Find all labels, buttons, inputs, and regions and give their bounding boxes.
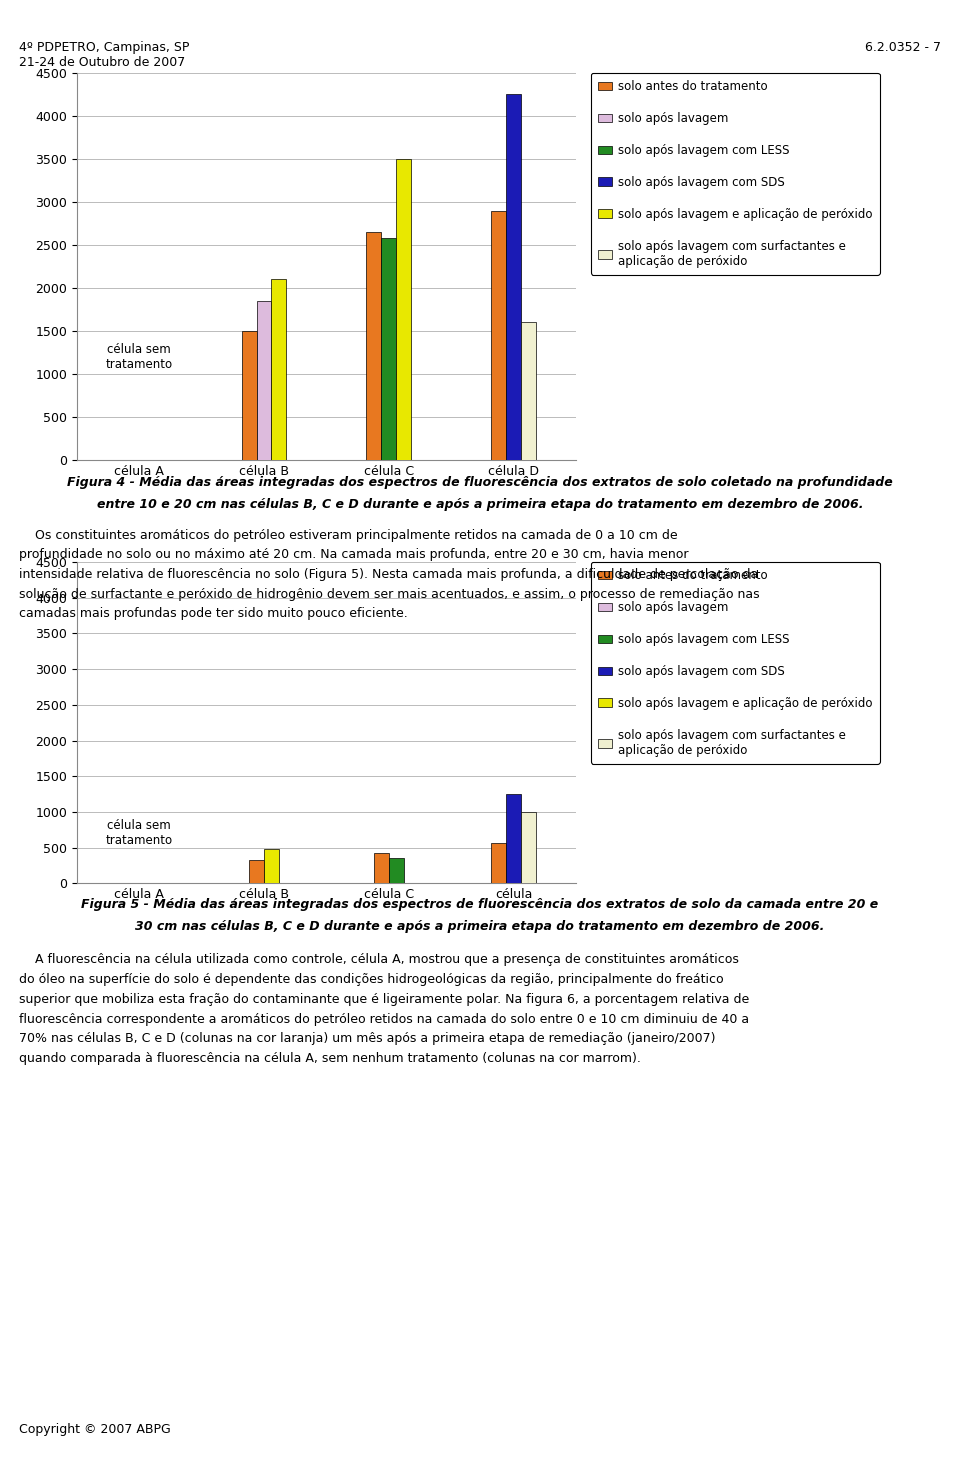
Text: Os constituintes aromáticos do petróleo estiveram principalmente retidos na cama: Os constituintes aromáticos do petróleo … (19, 529, 678, 542)
Bar (492, 210, 506, 460)
Bar (506, 794, 521, 883)
Bar (521, 812, 536, 883)
Bar (367, 232, 381, 460)
Text: intensidade relativa de fluorescência no solo (Figura 5). Nesta camada mais prof: intensidade relativa de fluorescência no… (19, 568, 758, 581)
Text: profundidade no solo ou no máximo até 20 cm. Na camada mais profunda, entre 20 e: profundidade no solo ou no máximo até 20… (19, 548, 688, 561)
Text: célula sem
tratamento: célula sem tratamento (106, 343, 173, 371)
Bar (242, 331, 256, 460)
Text: Figura 4 - Média das áreas integradas dos espectros de fluorescência dos extrato: Figura 4 - Média das áreas integradas do… (67, 476, 893, 489)
Bar (396, 159, 411, 460)
Bar (389, 858, 404, 883)
Bar (506, 95, 521, 460)
Text: 30 cm nas células B, C e D durante e após a primeira etapa do tratamento em deze: 30 cm nas células B, C e D durante e apó… (135, 920, 825, 933)
Text: célula sem
tratamento: célula sem tratamento (106, 819, 173, 847)
Text: camadas mais profundas pode ter sido muito pouco eficiente.: camadas mais profundas pode ter sido mui… (19, 607, 408, 620)
Bar (264, 850, 279, 883)
Legend: solo antes do tratamento, solo após lavagem, solo após lavagem com LESS, solo ap: solo antes do tratamento, solo após lava… (591, 562, 879, 764)
Text: 70% nas células B, C e D (colunas na cor laranja) um mês após a primeira etapa d: 70% nas células B, C e D (colunas na cor… (19, 1032, 716, 1045)
Bar (272, 279, 286, 460)
Text: entre 10 e 20 cm nas células B, C e D durante e após a primeira etapa do tratame: entre 10 e 20 cm nas células B, C e D du… (97, 498, 863, 511)
Legend: solo antes do tratamento, solo após lavagem, solo após lavagem com LESS, solo ap: solo antes do tratamento, solo após lava… (591, 73, 879, 274)
Text: quando comparada à fluorescência na célula A, sem nenhum tratamento (colunas na : quando comparada à fluorescência na célu… (19, 1051, 641, 1064)
Bar (373, 853, 389, 883)
Text: 6.2.0352 - 7: 6.2.0352 - 7 (865, 41, 941, 54)
Bar (256, 301, 272, 460)
Text: solução de surfactante e peróxido de hidrogênio devem ser mais acentuados, e ass: solução de surfactante e peróxido de hid… (19, 587, 759, 600)
Text: Copyright © 2007 ABPG: Copyright © 2007 ABPG (19, 1424, 171, 1437)
Text: fluorescência correspondente a aromáticos do petróleo retidos na camada do solo : fluorescência correspondente a aromático… (19, 1013, 750, 1025)
Bar (492, 842, 506, 883)
Text: do óleo na superfície do solo é dependente das condições hidrogeológicas da regi: do óleo na superfície do solo é dependen… (19, 974, 724, 986)
Text: 4º PDPETRO, Campinas, SP
21-24 de Outubro de 2007: 4º PDPETRO, Campinas, SP 21-24 de Outubr… (19, 41, 189, 69)
Text: superior que mobiliza esta fração do contaminante que é ligeiramente polar. Na f: superior que mobiliza esta fração do con… (19, 993, 750, 1006)
Bar (521, 323, 536, 460)
Text: Figura 5 - Média das áreas integradas dos espectros de fluorescência dos extrato: Figura 5 - Média das áreas integradas do… (82, 898, 878, 911)
Bar (249, 860, 264, 883)
Bar (381, 238, 396, 460)
Text: A fluorescência na célula utilizada como controle, célula A, mostrou que a prese: A fluorescência na célula utilizada como… (19, 953, 739, 967)
